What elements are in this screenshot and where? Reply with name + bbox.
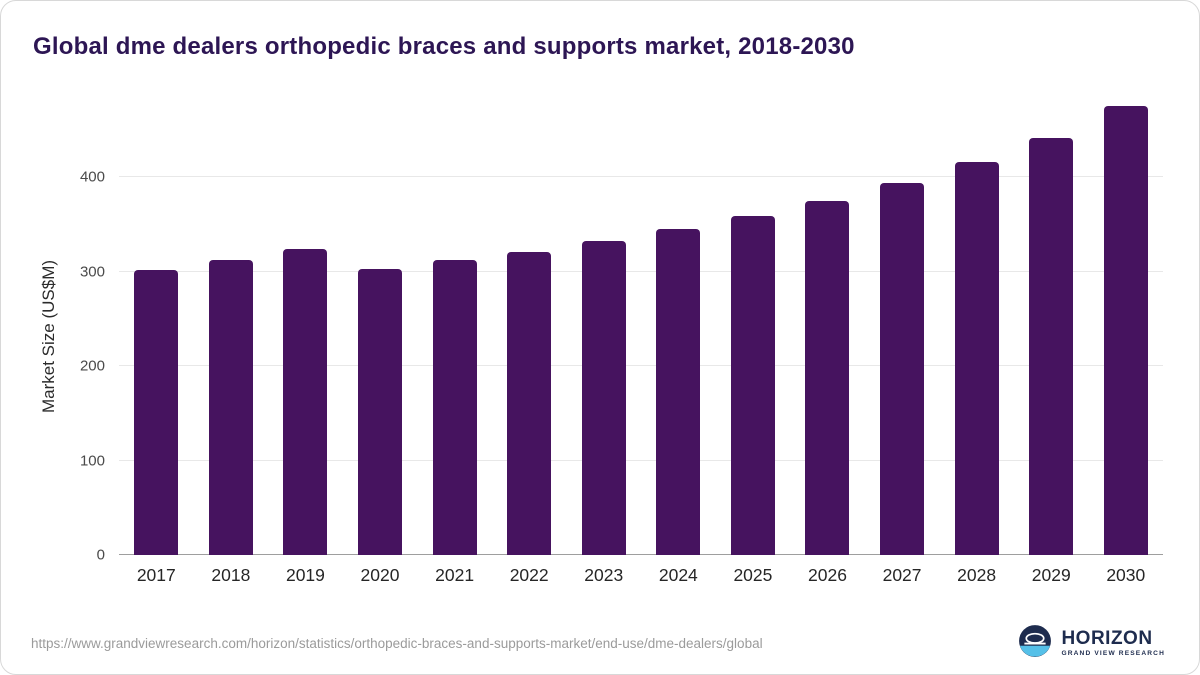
x-tick-label: 2018	[211, 565, 251, 585]
bar-2028	[954, 162, 999, 555]
logo-subtitle: GRAND VIEW RESEARCH	[1061, 649, 1165, 657]
bar-column	[194, 97, 269, 555]
bar-2022	[507, 251, 552, 555]
bar-2018	[208, 260, 253, 555]
bar-chart: Market Size (US$M) 0 100 200 300 400 2017 201…	[31, 97, 1165, 586]
bar-column	[268, 97, 343, 555]
x-tick-label: 2019	[285, 565, 325, 585]
bar-2026	[805, 200, 850, 555]
plot-area: 0 100 200 300 400	[80, 97, 1163, 564]
bar-column	[343, 97, 418, 555]
y-axis-label: Market Size (US$M)	[39, 259, 58, 413]
bar-2019	[283, 249, 328, 555]
x-tick-label: 2024	[658, 565, 698, 585]
bar-2017	[134, 269, 179, 555]
logo-title: HORIZON	[1061, 627, 1153, 649]
y-tick-label: 200	[79, 357, 105, 375]
gridline	[119, 365, 1163, 367]
bar-2020	[358, 268, 403, 555]
x-tick-label: 2030	[1106, 565, 1146, 585]
horizon-logo-icon	[1018, 624, 1052, 663]
bar-column	[865, 97, 940, 555]
x-tick-label: 2025	[733, 565, 773, 585]
bars	[119, 97, 1163, 555]
bar-column	[790, 97, 865, 555]
bar-2030	[1103, 106, 1148, 555]
bar-2029	[1029, 137, 1074, 555]
x-tick-label: 2021	[435, 565, 475, 585]
bar-column	[641, 97, 716, 555]
y-tick-label: 300	[79, 263, 105, 281]
bar-column	[566, 97, 641, 555]
x-tick-label: 2023	[584, 565, 624, 585]
x-axis-line	[119, 554, 1163, 555]
bar-column	[939, 97, 1014, 555]
gridline	[119, 176, 1163, 178]
bar-2023	[581, 241, 626, 555]
gridline	[119, 270, 1163, 272]
x-labels: 2017 2018 2019 2020 2021 2022 2023 2024 2025 2026…	[119, 565, 1163, 586]
x-tick-label: 2029	[1031, 565, 1071, 585]
source-url: https://www.grandviewresearch.com/horizo…	[31, 635, 763, 651]
bar-column	[716, 97, 791, 555]
x-tick-label: 2017	[136, 565, 176, 585]
horizon-logo: HORIZON GRAND VIEW RESEARCH	[1018, 624, 1165, 663]
footer: https://www.grandviewresearch.com/horizo…	[31, 612, 1165, 674]
x-tick-label: 2020	[360, 565, 400, 585]
x-tick-label: 2027	[882, 565, 922, 585]
bar-2025	[730, 216, 775, 555]
bar-column	[1089, 97, 1164, 555]
bar-column	[119, 97, 194, 555]
bar-column	[417, 97, 492, 555]
bar-column	[492, 97, 567, 555]
chart-title: Global dme dealers orthopedic braces and…	[33, 33, 855, 60]
gridline	[119, 459, 1163, 461]
x-tick-label: 2022	[509, 565, 549, 585]
bar-2021	[432, 260, 477, 555]
bar-2027	[880, 182, 925, 555]
x-tick-label: 2028	[957, 565, 997, 585]
y-tick-label: 100	[79, 452, 105, 470]
logo-text: HORIZON GRAND VIEW RESEARCH	[1061, 629, 1165, 658]
y-tick-label: 400	[79, 168, 105, 186]
bar-column	[1014, 97, 1089, 555]
x-tick-label: 2026	[808, 565, 847, 585]
bar-2024	[656, 229, 701, 555]
y-tick-label: 0	[96, 546, 105, 564]
